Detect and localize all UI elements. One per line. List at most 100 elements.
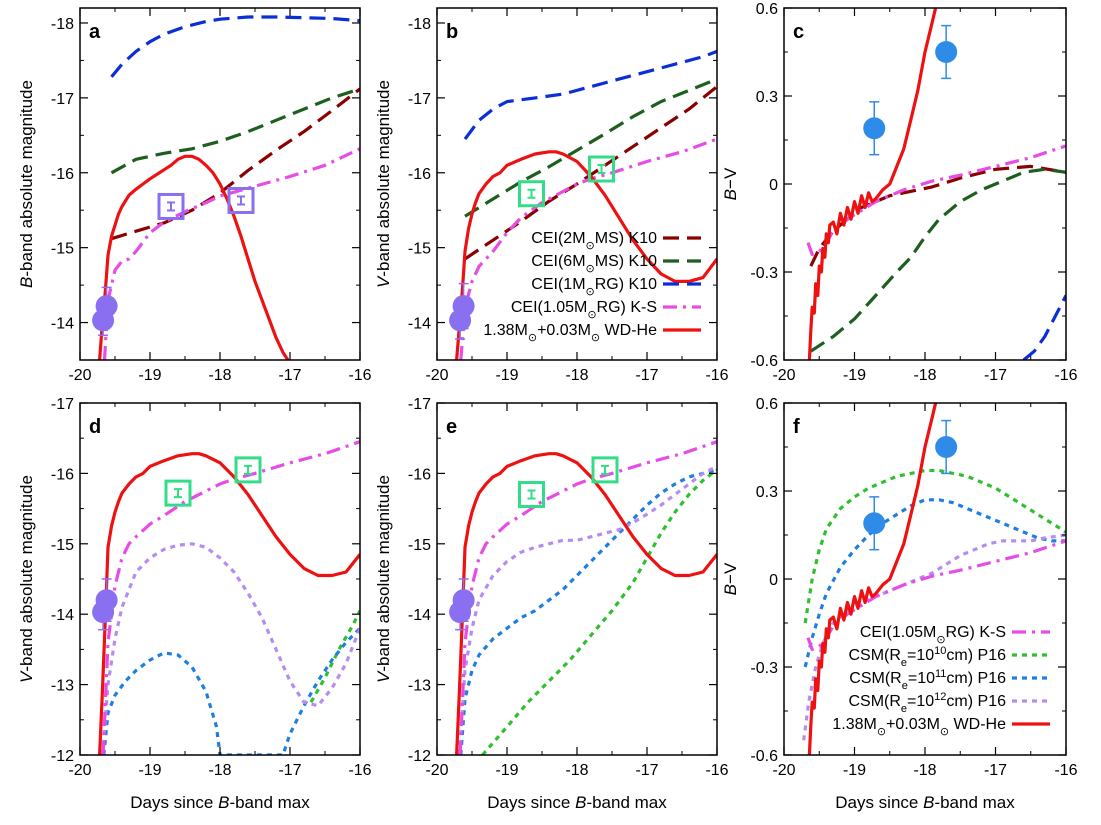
y-tick-label: -12 <box>408 748 431 765</box>
observation-point <box>164 479 192 507</box>
panel-letter: e <box>446 416 457 438</box>
panel-letter: f <box>793 416 800 438</box>
legend-entry-cei_2ms: CEI(2M⊙MS) K10 <box>531 230 657 252</box>
x-tick-label: -18 <box>913 367 936 384</box>
y-tick-label: -17 <box>408 396 431 413</box>
panels-root: -20 -19 -18 -17 -16 -14 -15 -16 -17 -18 a B-band ab… <box>17 1 1078 812</box>
y-tick-label: -18 <box>51 16 74 33</box>
y-axis-label: V-band absolute magnitude <box>374 475 393 683</box>
axes-frame <box>436 402 718 756</box>
y-tick-label: -13 <box>51 678 74 695</box>
x-tick-label: -18 <box>208 762 231 779</box>
x-tick-label: -19 <box>495 367 518 384</box>
x-tick-label: -16 <box>1054 762 1077 779</box>
observation-point <box>935 419 958 475</box>
x-tick-label: -20 <box>68 367 91 384</box>
series-cei_105rg <box>102 147 360 360</box>
x-tick-label: -19 <box>495 762 518 779</box>
x-axis-label: Days since B-band max <box>835 793 1015 812</box>
legend-entry-csm_10: CSM(Re=1010cm) P16 <box>848 645 1006 669</box>
series-cei_1rg <box>463 49 717 141</box>
legend-entry-csm_11: CSM(Re=1011cm) P16 <box>849 668 1006 692</box>
series-csm_11 <box>459 468 717 755</box>
plot-area <box>806 8 1066 360</box>
observation-point <box>157 192 185 220</box>
y-axis-label: B−V <box>721 167 740 200</box>
plot-area <box>92 15 360 360</box>
observation-point <box>92 304 115 337</box>
series-csm_10 <box>481 468 717 755</box>
observation-point <box>935 24 958 80</box>
y-tick-label: -0.3 <box>750 660 778 677</box>
x-tick-label: -18 <box>565 367 588 384</box>
y-tick-label: -14 <box>51 316 74 333</box>
y-tick-label: -16 <box>51 166 74 183</box>
x-tick-label: -16 <box>348 367 371 384</box>
series-cei_105rg <box>806 539 1066 652</box>
x-tick-label: -20 <box>772 367 795 384</box>
y-tick-label: -17 <box>51 91 74 108</box>
y-tick-label: -17 <box>408 91 431 108</box>
panel-letter: c <box>793 21 804 43</box>
series-csm_12 <box>802 533 1066 741</box>
x-axis-label: Days since B-band max <box>487 793 667 812</box>
x-tick-label: -19 <box>138 762 161 779</box>
plot-area <box>802 403 1066 755</box>
x-tick-label: -19 <box>843 367 866 384</box>
panel-f: -20 -19 -18 -17 -16 -0.6 -0.3 0 0.3 0.6 f B−V Days s… <box>721 396 1078 812</box>
plot-area <box>449 49 717 360</box>
y-tick-label: -15 <box>408 241 431 258</box>
series-csm_10 <box>803 468 1066 624</box>
x-tick-label: -17 <box>278 367 301 384</box>
x-tick-label: -18 <box>208 367 231 384</box>
y-tick-label: -16 <box>408 466 431 483</box>
y-tick-label: -13 <box>408 678 431 695</box>
panel-a: -20 -19 -18 -17 -16 -14 -15 -16 -17 -18 a B-band ab… <box>17 7 372 384</box>
y-tick-label: -0.6 <box>750 748 778 765</box>
legend-entry-cei_105rg: CEI(1.05M⊙RG) K-S <box>860 624 1006 646</box>
y-tick-label: -14 <box>51 607 74 624</box>
y-tick-label: -12 <box>51 748 74 765</box>
series-cei_105rg <box>806 144 1066 256</box>
y-tick-label: -0.6 <box>750 353 778 370</box>
observation-point <box>588 155 615 183</box>
x-tick-label: -16 <box>348 762 371 779</box>
series-wd_he <box>455 452 717 755</box>
series-cei_105rg <box>101 440 360 755</box>
series-wd_he <box>98 452 360 755</box>
series-cei_6ms <box>110 87 360 175</box>
legend-entry-wd_he: 1.38M⊙+0.03M⊙ WD-He <box>483 322 657 344</box>
y-tick-label: 0.6 <box>756 396 778 413</box>
x-tick-label: -17 <box>984 367 1007 384</box>
series-cei_2ms <box>111 87 360 241</box>
y-tick-label: -18 <box>408 16 431 33</box>
y-axis-label: B−V <box>721 562 740 595</box>
panel-letter: d <box>89 416 101 438</box>
series-cei_105rg <box>459 137 717 360</box>
x-tick-label: -17 <box>278 762 301 779</box>
observation-point <box>863 496 886 551</box>
x-tick-label: -19 <box>138 367 161 384</box>
panel-d: -20 -19 -18 -17 -16 -12 -13 -14 -15 -16 -17 d V-band… <box>17 396 372 812</box>
series-csm_11 <box>102 627 360 755</box>
y-tick-label: 0 <box>769 177 778 194</box>
series-wd_he <box>98 154 290 360</box>
legend-entry-wd_he: 1.38M⊙+0.03M⊙ WD-He <box>832 716 1006 738</box>
series-cei_6ms <box>809 167 1066 353</box>
observation-point <box>449 300 472 340</box>
legend-entry-csm_12: CSM(Re=1012cm) P16 <box>848 691 1006 715</box>
series-cei_6ms <box>464 77 717 218</box>
plot-area <box>92 440 360 755</box>
series-csm_12 <box>100 542 360 755</box>
observation-point <box>234 456 262 484</box>
x-tick-label: -20 <box>772 762 795 779</box>
panel-e: -20 -19 -18 -17 -16 -12 -13 -14 -15 -16 -17 e V-band… <box>374 396 729 812</box>
y-tick-label: 0.3 <box>756 89 778 106</box>
x-tick-label: -17 <box>635 367 658 384</box>
plot-area <box>449 440 717 755</box>
series-cei_105rg <box>458 440 717 755</box>
x-tick-label: -20 <box>425 367 448 384</box>
